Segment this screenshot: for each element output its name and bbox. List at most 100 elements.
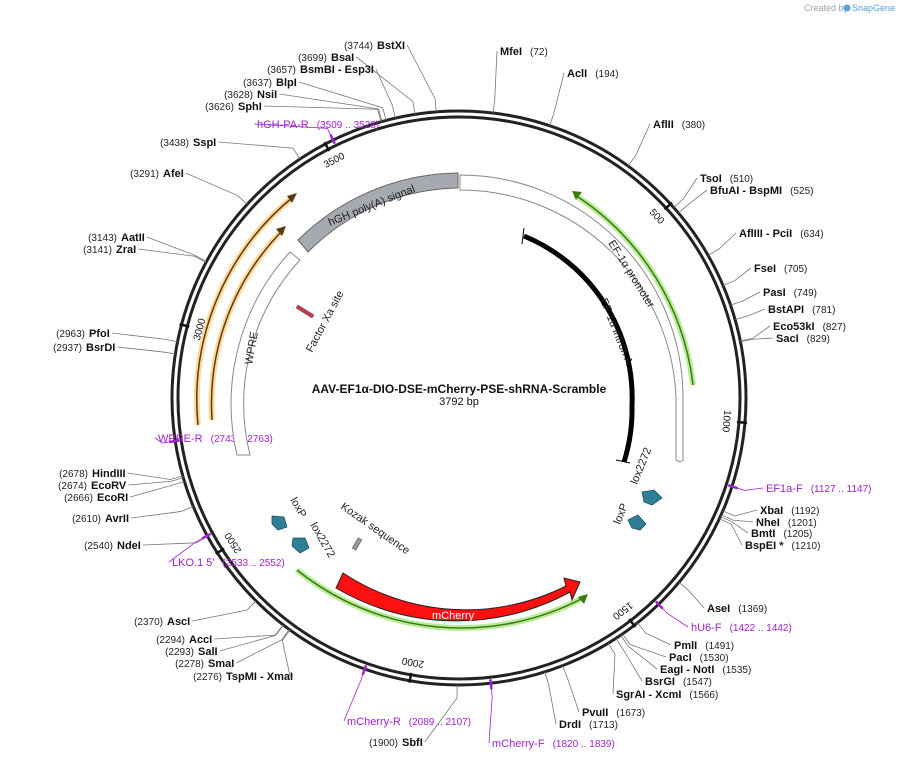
enzyme-sspi[interactable]: (3438) SspI	[160, 137, 216, 149]
enzyme-pvuii[interactable]: PvuII (1673)	[582, 707, 645, 719]
paci-leader	[622, 633, 667, 658]
asci-leader	[192, 600, 257, 622]
enzyme-sphi[interactable]: (3626) SphI	[205, 101, 262, 113]
enzyme-eagi[interactable]: EagI - NotI (1535)	[660, 664, 751, 676]
enzyme-bsrdi[interactable]: (2937) BsrDI	[53, 342, 115, 354]
hu6f-leader	[658, 603, 689, 628]
hu6f-range: (1422 .. 1442)	[730, 623, 792, 634]
enzyme-ecorv[interactable]: (2674) EcoRV	[58, 480, 127, 492]
asei-name: AseI	[707, 603, 730, 615]
bsmbi-leader	[375, 68, 396, 119]
enzyme-acci[interactable]: (2294) AccI	[156, 634, 212, 646]
enzyme-ndei[interactable]: (2540) NdeI	[84, 540, 141, 552]
afliii-name: AflIII - PciI	[739, 228, 792, 240]
enzyme-drdi[interactable]: DrdI (1713)	[559, 719, 618, 731]
feature-wpre[interactable]: WPRE	[230, 251, 301, 456]
pvuii-name: PvuII	[582, 707, 608, 719]
bstxi-position: (3744)	[344, 41, 373, 52]
ecori-name: EcoRI	[97, 492, 128, 504]
enzyme-bstapi[interactable]: BstAPI (781)	[768, 304, 835, 316]
feature-hgh-polya[interactable]: hGH poly(A) signal	[297, 172, 459, 253]
feature-mcherry[interactable]: mCherry	[335, 572, 581, 622]
enzyme-nsii[interactable]: (3628) NsiI	[224, 89, 277, 101]
enzyme-asci[interactable]: (2370) AscI	[134, 616, 190, 628]
enzyme-bspei[interactable]: BspEI * (1210)	[745, 540, 820, 552]
backbone	[170, 109, 748, 687]
enzyme-bsrgi[interactable]: BsrGI (1547)	[645, 676, 712, 688]
ef1a-promoter-label: EF-1α promoter	[605, 238, 656, 310]
feature-loxp-left[interactable]: loxP	[271, 496, 308, 531]
enzyme-pmli[interactable]: PmlI (1491)	[674, 640, 734, 652]
ndei-name: NdeI	[117, 540, 141, 552]
enzyme-bfuai[interactable]: BfuAI - BspMI (525)	[710, 185, 813, 197]
enzyme-pasi[interactable]: PasI (749)	[763, 287, 817, 299]
enzyme-ecori[interactable]: (2666) EcoRI	[64, 492, 128, 504]
feature-loxp-right[interactable]: loxP	[612, 502, 647, 531]
enzyme-avrii[interactable]: (2610) AvrII	[72, 513, 129, 525]
enzyme-aflii[interactable]: AflII (380)	[653, 119, 705, 131]
mfei-position: (72)	[530, 47, 548, 58]
feature-lox2272-right[interactable]: lox2272	[629, 446, 663, 506]
ef1a-intron-end-tick	[615, 459, 631, 464]
nsii-name: NsiI	[257, 89, 277, 101]
credit-prefix: Created by	[804, 3, 849, 13]
primer-mcherryf[interactable]: mCherry-F (1820 .. 1839)	[492, 738, 615, 750]
lko1-name: LKO.1 5'	[172, 557, 214, 569]
sgrai-leader	[607, 642, 616, 695]
enzyme-asei[interactable]: AseI (1369)	[707, 603, 767, 615]
enzyme-aatii[interactable]: (3143) AatII	[88, 232, 145, 244]
enzyme-pfoi[interactable]: (2963) PfoI	[56, 328, 110, 340]
blpi-leader	[298, 81, 387, 121]
enzyme-sali[interactable]: (2293) SalI	[165, 646, 217, 658]
enzyme-smai[interactable]: (2278) SmaI	[175, 658, 234, 670]
feature-factor-xa[interactable]: Factor Xa site	[295, 289, 347, 355]
snapgene-credit: Created by SnapGene	[804, 3, 895, 13]
enzyme-tsoi[interactable]: TsoI (510)	[700, 173, 753, 185]
tick-label-2500: 2500	[223, 530, 245, 555]
ecorv-name: EcoRV	[91, 480, 127, 492]
mcherryf-leader	[488, 683, 493, 744]
enzyme-bsai[interactable]: (3699) BsaI	[298, 52, 354, 64]
enzyme-mfei[interactable]: MfeI (72)	[500, 46, 548, 58]
feature-lox2272-left[interactable]: lox2272	[291, 521, 337, 560]
enzyme-xbai[interactable]: XbaI (1192)	[760, 505, 819, 517]
enzyme-sbfi[interactable]: (1900) SbfI	[369, 737, 423, 749]
pvuii-position: (1673)	[616, 708, 645, 719]
enzyme-nhei[interactable]: NheI (1201)	[756, 517, 817, 529]
enzyme-afei[interactable]: (3291) AfeI	[130, 168, 184, 180]
enzyme-paci[interactable]: PacI (1530)	[669, 652, 729, 664]
enzyme-afliii[interactable]: AflIII - PciI (634)	[739, 228, 824, 240]
feature-kozak[interactable]: Kozak sequence	[338, 501, 412, 557]
nsii-leader	[279, 93, 383, 122]
tick-mark-500	[663, 201, 673, 211]
tick-mark-1500	[628, 618, 637, 628]
primer-ef1af[interactable]: EF1a-F (1127 .. 1147)	[766, 483, 871, 495]
sspi-name: SspI	[193, 137, 216, 149]
bsrgi-name: BsrGI	[645, 676, 675, 688]
primer-mcherryr[interactable]: mCherry-R (2089 .. 2107)	[347, 716, 471, 728]
enzyme-fsei[interactable]: FseI (705)	[754, 263, 807, 275]
smai-name: SmaI	[208, 658, 234, 670]
enzyme-eco53ki[interactable]: Eco53kI (827)	[773, 321, 846, 333]
sphi-position: (3626)	[205, 102, 234, 113]
enzyme-acli[interactable]: AclI (194)	[567, 68, 619, 80]
lko1-leader	[168, 535, 208, 563]
primer-lko1[interactable]: LKO.1 5' (2533 .. 2552)	[172, 557, 285, 569]
enzyme-bstxi[interactable]: (3744) BstXI	[344, 40, 405, 52]
enzyme-sgrai[interactable]: SgrAI - XcmI (1566)	[616, 689, 718, 701]
enzyme-saci[interactable]: SacI (829)	[776, 333, 830, 345]
enzyme-hindiii[interactable]: (2678) HindIII	[59, 468, 126, 480]
bstapi-leader	[734, 308, 766, 320]
enzyme-bsmbi[interactable]: (3657) BsmBI - Esp3I	[267, 64, 374, 76]
primer-hu6f[interactable]: hU6-F (1422 .. 1442)	[691, 622, 792, 634]
primer-wprer[interactable]: WPRE-R(2743 .. 2763)	[158, 433, 273, 445]
blpi-name: BlpI	[276, 77, 297, 89]
primer-hghpar[interactable]: hGH-PA-R (3509 .. 3528)	[257, 119, 379, 131]
enzyme-tspmi[interactable]: (2276) TspMI - XmaI	[193, 671, 293, 683]
enzyme-zrai[interactable]: (3141) ZraI	[83, 244, 136, 256]
acci-position: (2294)	[156, 635, 185, 646]
enzyme-bmti[interactable]: BmtI (1205)	[751, 528, 812, 540]
feature-ef1a-promoter[interactable]: EF-1α promoter	[459, 174, 684, 463]
enzyme-blpi[interactable]: (3637) BlpI	[243, 77, 297, 89]
